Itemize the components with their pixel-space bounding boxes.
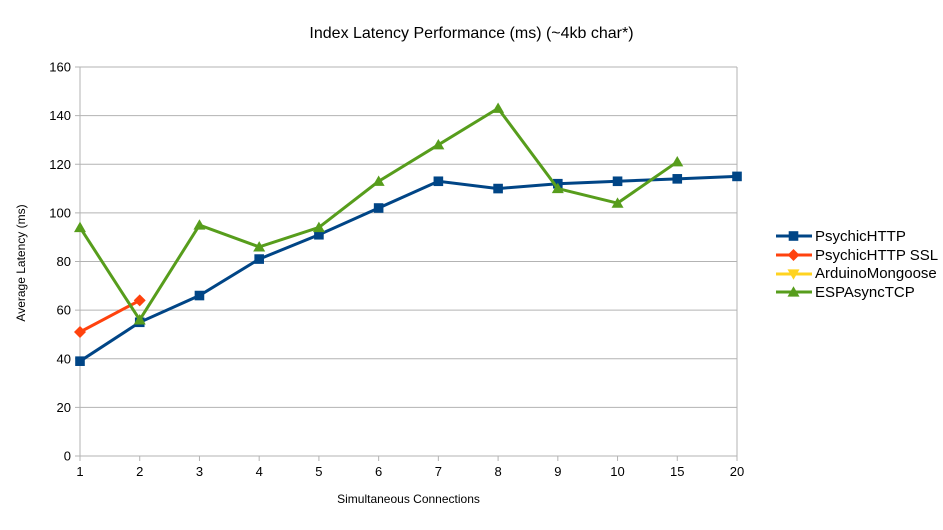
data-point-marker — [74, 326, 86, 339]
series-psychichttp — [75, 171, 742, 366]
legend: PsychicHTTP PsychicHTTP SSL ArduinoMongoos… — [776, 227, 938, 302]
x-tick-label: 4 — [256, 464, 263, 479]
y-tick-label: 60 — [57, 303, 71, 318]
data-point-marker — [74, 221, 86, 233]
x-tick-label: 20 — [730, 464, 744, 479]
series-espasynctcp — [74, 102, 684, 325]
data-point-marker — [193, 219, 206, 230]
y-tick-label: 40 — [57, 351, 71, 366]
y-tick-label: 160 — [49, 60, 71, 75]
legend-item-espasynctcp: ESPAsyncTCP — [776, 283, 938, 302]
y-tick-label: 0 — [64, 449, 71, 464]
legend-item-psychichttp-ssl: PsychicHTTP SSL — [776, 246, 938, 265]
x-tick-label: 9 — [554, 464, 561, 479]
x-tick-label: 7 — [435, 464, 442, 479]
x-tick-label: 2 — [136, 464, 143, 479]
x-tick-label: 5 — [315, 464, 322, 479]
data-point-marker — [732, 171, 742, 182]
data-point-marker — [433, 176, 444, 187]
chart-title: Index Latency Performance (ms) (~4kb cha… — [309, 25, 634, 42]
legend-key-icon — [776, 286, 812, 298]
legend-key-icon — [776, 249, 812, 262]
y-tick-label: 120 — [49, 157, 71, 172]
legend-marker-icon — [788, 231, 799, 242]
data-point-marker — [612, 176, 623, 187]
x-axis-title: Simultaneous Connections — [337, 492, 480, 506]
data-point-marker — [492, 102, 505, 113]
x-tick-label: 8 — [494, 464, 501, 479]
x-tick-label: 6 — [375, 464, 382, 479]
legend-marker-icon — [787, 269, 800, 280]
y-tick-label: 20 — [57, 400, 71, 415]
legend-key-icon — [776, 231, 812, 242]
legend-item-arduinomongoose: ArduinoMongoose — [776, 264, 938, 283]
legend-key-icon — [776, 269, 812, 280]
data-point-marker — [314, 229, 324, 240]
legend-item-psychichttp: PsychicHTTP — [776, 227, 938, 246]
legend-label: PsychicHTTP SSL — [815, 246, 939, 264]
x-tick-label: 3 — [196, 464, 203, 479]
y-tick-label: 80 — [57, 254, 71, 269]
x-tick-label: 15 — [670, 464, 684, 479]
legend-label: ArduinoMongoose — [815, 265, 937, 283]
legend-marker-icon — [787, 249, 800, 262]
x-tick-label: 1 — [76, 464, 83, 479]
data-point-marker — [671, 156, 684, 167]
data-point-marker — [493, 183, 503, 194]
data-point-marker — [372, 175, 385, 186]
series-line — [79, 174, 738, 363]
data-point-marker — [373, 203, 384, 213]
x-tick-label: 10 — [610, 464, 624, 479]
data-point-marker — [75, 356, 85, 366]
y-axis-title: Average Latency (ms) — [14, 204, 28, 322]
legend-label: PsychicHTTP — [815, 227, 906, 245]
data-point-marker — [253, 241, 266, 252]
data-point-marker — [551, 182, 564, 194]
y-tick-label: 140 — [49, 108, 71, 123]
data-point-marker — [312, 221, 325, 233]
series-psychichttp-ssl — [74, 294, 146, 339]
legend-marker-icon — [787, 286, 800, 298]
data-point-marker — [194, 290, 205, 301]
data-point-marker — [133, 314, 146, 325]
data-point-marker — [133, 294, 146, 307]
series-line — [78, 106, 679, 323]
y-tick-label: 100 — [49, 205, 71, 220]
data-point-marker — [432, 139, 445, 150]
axes — [75, 66, 738, 461]
data-point-marker — [611, 197, 624, 208]
legend-label: ESPAsyncTCP — [815, 283, 915, 301]
data-point-marker — [672, 174, 683, 184]
gridlines — [80, 66, 737, 408]
data-point-marker — [254, 254, 264, 264]
